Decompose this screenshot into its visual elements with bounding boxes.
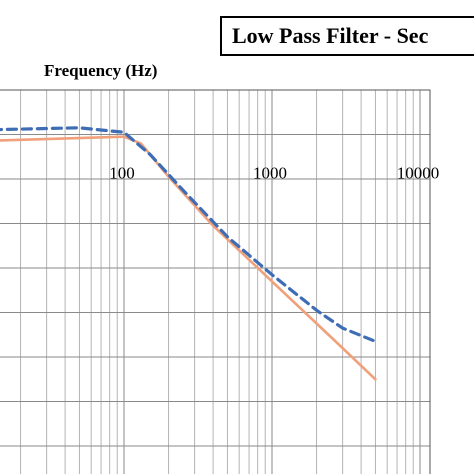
chart-title: Low Pass Filter - Sec — [220, 16, 474, 56]
dashed-series-line — [0, 126, 377, 343]
x-tick-label: 10000 — [397, 164, 440, 183]
x-tick-label: 100 — [109, 164, 135, 183]
tick-labels: 100 1000 10000 — [109, 164, 439, 183]
grid-layer — [0, 89, 431, 474]
x-tick-label: 1000 — [253, 164, 287, 183]
solid-series-line — [0, 135, 377, 381]
x-axis-label: Frequency (Hz) — [44, 61, 158, 80]
plot-frame — [0, 89, 431, 474]
series-layer — [0, 126, 377, 381]
